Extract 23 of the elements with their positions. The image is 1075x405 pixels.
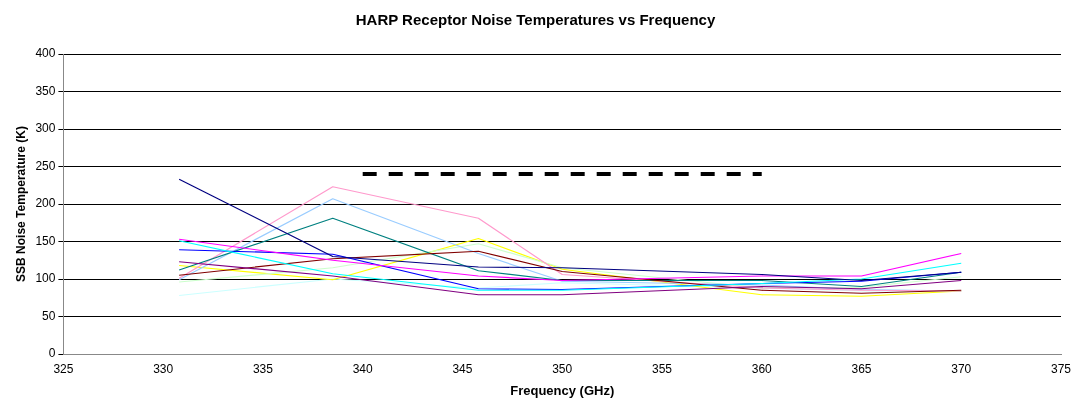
y-tick-label: 150 xyxy=(35,233,56,248)
y-tick-label: 100 xyxy=(35,271,56,286)
y-tick-label: 250 xyxy=(35,158,56,173)
x-tick-label: 375 xyxy=(1050,361,1072,376)
x-tick-label: 350 xyxy=(552,361,573,376)
x-tick-label: 345 xyxy=(452,361,473,376)
y-tick-label: 300 xyxy=(35,121,56,136)
x-tick-label: 355 xyxy=(651,361,673,376)
x-tick-label: 330 xyxy=(153,361,174,376)
y-tick-label: 350 xyxy=(35,83,56,98)
y-tick-label: 0 xyxy=(48,346,56,361)
x-tick-label: 360 xyxy=(751,361,773,376)
x-tick-label: 365 xyxy=(851,361,872,376)
chart-title: HARP Receptor Noise Temperatures vs Frequency xyxy=(355,11,716,29)
x-tick-label: 325 xyxy=(53,361,74,376)
y-tick-label: 400 xyxy=(35,46,56,61)
x-tick-label: 335 xyxy=(252,361,274,376)
y-tick-label: 200 xyxy=(35,196,56,211)
x-tick-label: 340 xyxy=(352,361,374,376)
x-axis-title: Frequency (GHz) xyxy=(510,382,615,398)
y-axis-title: SSB Noise Temperature (K) xyxy=(13,126,28,282)
y-tick-label: 50 xyxy=(42,308,56,323)
x-tick-label: 370 xyxy=(951,361,972,376)
